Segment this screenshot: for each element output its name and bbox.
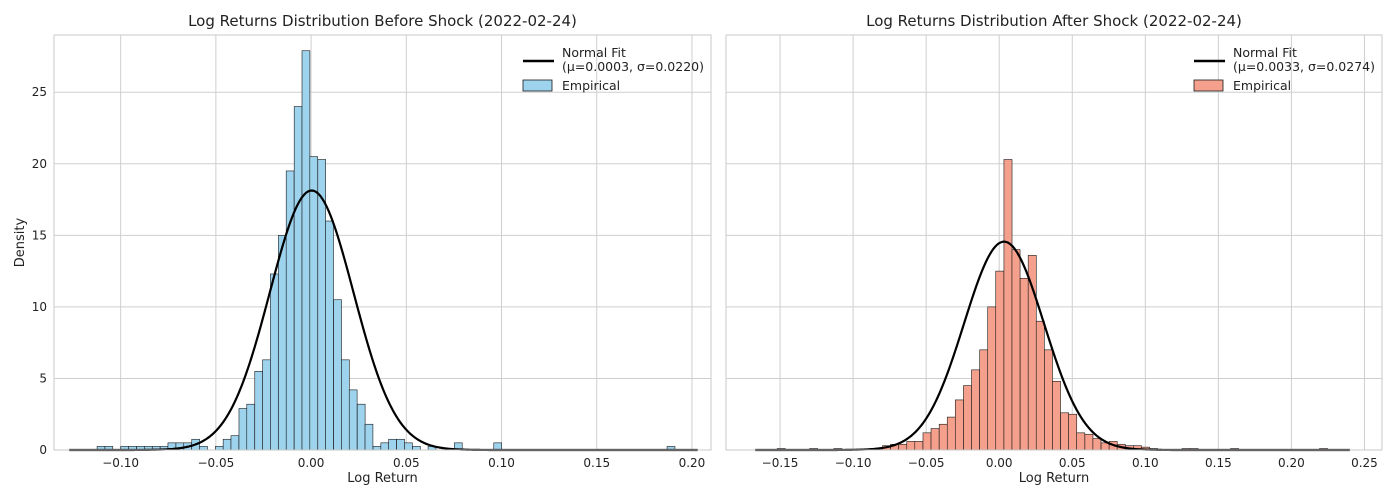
normal-fit-line bbox=[69, 189, 698, 452]
histogram-bar bbox=[1052, 381, 1061, 451]
histogram-bar bbox=[301, 50, 311, 451]
y-tick-label: 5 bbox=[39, 371, 47, 385]
legend-empirical-swatch bbox=[522, 79, 553, 92]
histogram-bar bbox=[199, 446, 208, 451]
histogram-bar bbox=[922, 432, 932, 451]
histogram-bar bbox=[1044, 349, 1053, 451]
histogram-bar bbox=[325, 220, 334, 451]
before-legend: Normal Fit(μ=0.0003, σ=0.0220) Empirical bbox=[522, 45, 704, 93]
histogram-bar bbox=[995, 270, 1005, 451]
histogram-bar bbox=[348, 389, 358, 451]
histogram-bar bbox=[404, 442, 413, 451]
x-tick-label: −0.10 bbox=[835, 456, 872, 470]
after-chart-title: Log Returns Distribution After Shock (20… bbox=[866, 12, 1242, 30]
histogram-bar bbox=[278, 235, 287, 451]
legend-empirical-swatch bbox=[1193, 79, 1224, 92]
histogram-bar bbox=[987, 306, 997, 451]
x-tick-label: 0.05 bbox=[393, 456, 420, 470]
histogram-bar bbox=[262, 359, 271, 451]
legend-label-normal-fit: (μ=0.0003, σ=0.0220) bbox=[562, 59, 704, 74]
x-tick-label: 0.00 bbox=[298, 456, 325, 470]
after-chart-panel: −0.15 −0.10 −0.05 0.00 0.05 0.10 0.15 0.20 0.25 L… bbox=[725, 12, 1383, 486]
x-tick-label: 0.15 bbox=[583, 456, 610, 470]
histogram-bar bbox=[1092, 438, 1102, 451]
histogram-bar bbox=[238, 408, 248, 451]
histogram-bar bbox=[230, 435, 240, 451]
legend-label-normal-fit: Normal Fit bbox=[1233, 45, 1297, 60]
y-tick-label: 10 bbox=[32, 300, 47, 314]
x-tick-label: 0.25 bbox=[1351, 456, 1378, 470]
x-tick-label: 0.05 bbox=[1059, 456, 1086, 470]
x-tick-label: 0.10 bbox=[1132, 456, 1159, 470]
histogram-bar bbox=[1060, 412, 1070, 451]
histogram-bar bbox=[333, 299, 342, 451]
x-tick-label: 0.15 bbox=[1205, 456, 1232, 470]
histogram-bar bbox=[938, 423, 948, 451]
histogram-bar bbox=[1011, 249, 1021, 451]
x-tick-label: −0.05 bbox=[197, 456, 234, 470]
x-tick-label: 0.20 bbox=[679, 456, 706, 470]
before-plot-frame bbox=[53, 34, 712, 451]
histogram-bar bbox=[412, 446, 421, 451]
histogram-bar bbox=[1035, 320, 1045, 451]
histogram-bar bbox=[293, 106, 303, 451]
x-tick-label: −0.05 bbox=[908, 456, 945, 470]
histogram-bar bbox=[396, 438, 405, 451]
histogram-bar bbox=[946, 416, 956, 451]
histogram-bar bbox=[1084, 433, 1094, 451]
legend-label-normal-fit: (μ=0.0033, σ=0.0274) bbox=[1233, 59, 1375, 74]
y-tick-label: 20 bbox=[32, 157, 47, 171]
histogram-bar bbox=[356, 403, 366, 451]
histogram-bar bbox=[971, 369, 980, 451]
after-legend: Normal Fit(μ=0.0033, σ=0.0274) Empirical bbox=[1193, 45, 1375, 93]
y-tick-label: 0 bbox=[39, 443, 47, 457]
x-tick-label: 0.10 bbox=[488, 456, 515, 470]
histogram-bar bbox=[930, 428, 940, 451]
x-tick-label: 0.00 bbox=[986, 456, 1013, 470]
histogram-bar bbox=[1068, 413, 1078, 451]
histogram-bar bbox=[898, 443, 908, 451]
y-axis-label: Density bbox=[13, 217, 28, 267]
histogram-bar bbox=[388, 438, 397, 451]
x-axis-label: Log Return bbox=[1019, 471, 1090, 486]
histogram-bar bbox=[1076, 432, 1086, 451]
histogram-bar bbox=[222, 438, 232, 451]
histogram-bar bbox=[380, 442, 390, 451]
histogram-bar bbox=[341, 359, 350, 451]
histogram-bar bbox=[254, 370, 263, 451]
histogram-bar bbox=[372, 446, 382, 451]
x-axis-label: Log Return bbox=[347, 471, 418, 486]
histogram-bar bbox=[963, 385, 972, 451]
before-chart-panel: −0.10 −0.05 0.00 0.05 0.10 0.15 0.20 0 5 10 15 20 25… bbox=[13, 12, 712, 486]
x-tick-label: −0.10 bbox=[102, 456, 139, 470]
y-tick-label: 15 bbox=[32, 228, 47, 242]
histogram-bar bbox=[309, 156, 318, 451]
x-tick-label: −0.15 bbox=[762, 456, 799, 470]
before-chart-title: Log Returns Distribution Before Shock (2… bbox=[188, 12, 577, 30]
histogram-bar bbox=[906, 441, 916, 451]
x-tick-label: 0.20 bbox=[1278, 456, 1305, 470]
after-plot-frame bbox=[725, 34, 1383, 451]
legend-label-empirical: Empirical bbox=[562, 78, 620, 93]
legend-label-normal-fit: Normal Fit bbox=[562, 45, 626, 60]
histogram-bar bbox=[954, 399, 964, 451]
histogram-bar bbox=[1019, 277, 1029, 451]
histogram-bar bbox=[364, 423, 374, 451]
histogram-bar bbox=[979, 349, 989, 451]
histogram-bar bbox=[215, 446, 224, 451]
y-tick-label: 25 bbox=[32, 85, 47, 99]
histogram-bar bbox=[270, 273, 279, 451]
histogram-bar bbox=[246, 403, 255, 451]
histogram-bar bbox=[914, 441, 924, 451]
legend-label-empirical: Empirical bbox=[1233, 78, 1291, 93]
histogram-bar bbox=[1003, 159, 1013, 451]
